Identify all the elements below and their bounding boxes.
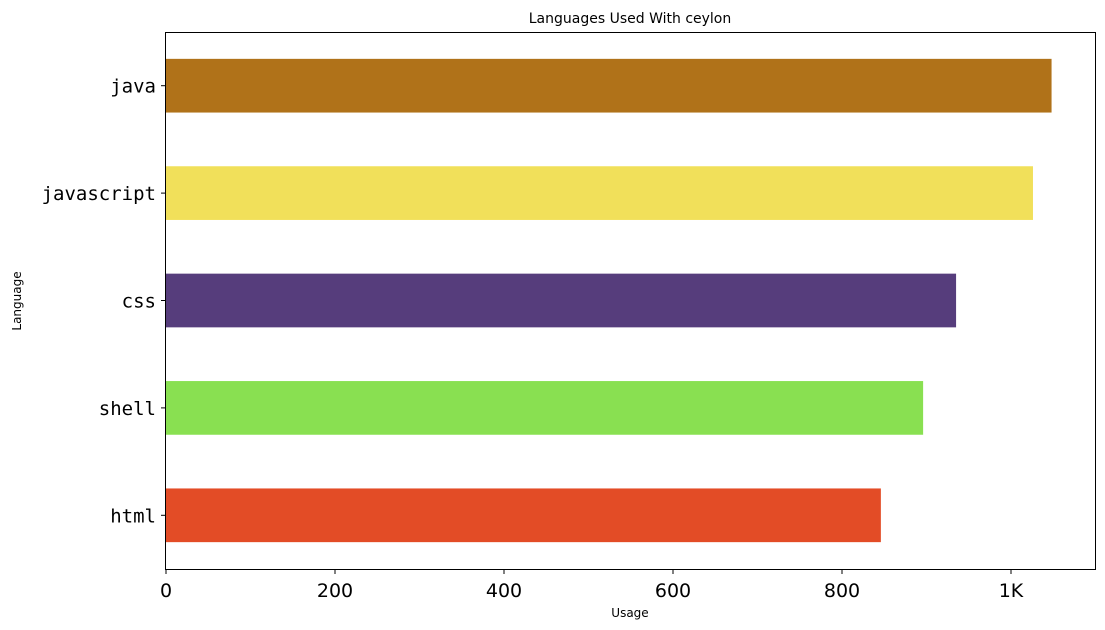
y-tick-label-javascript: javascript (42, 183, 156, 205)
y-tick-label-html: html (110, 505, 156, 527)
bar-java (166, 58, 1052, 113)
y-tick-label-css: css (122, 291, 156, 313)
bar-css (166, 273, 957, 328)
chart-title: Languages Used With ceylon (529, 11, 732, 27)
x-tick-label: 800 (824, 580, 860, 602)
y-tick-label-shell: shell (99, 398, 156, 420)
x-tick-label: 600 (655, 580, 691, 602)
y-tick-label-java: java (110, 76, 156, 98)
x-tick-label: 200 (317, 580, 353, 602)
bar-javascript (166, 166, 1033, 220)
bar-html (166, 488, 881, 543)
x-tick-label: 1K (999, 580, 1024, 602)
y-ticks-group: java javascript css shell html (42, 76, 166, 527)
x-tick-label: 400 (486, 580, 522, 602)
x-ticks-group: 0 200 400 600 800 1K (160, 569, 1024, 602)
bars-group (166, 58, 1052, 543)
x-tick-label: 0 (160, 580, 172, 602)
x-axis-label: Usage (611, 606, 648, 620)
y-axis-label: Language (10, 271, 24, 330)
plot-frame (165, 32, 1096, 570)
bar-shell (166, 381, 924, 435)
